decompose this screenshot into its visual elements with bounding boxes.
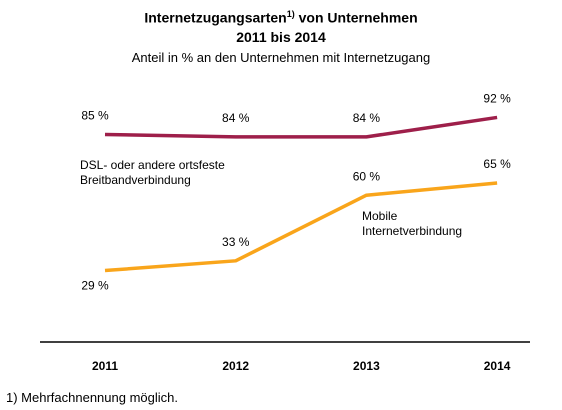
x-tick-label: 2011 — [92, 359, 118, 373]
series-line — [104, 181, 498, 273]
x-tick-label: 2013 — [353, 359, 380, 373]
x-tick-label: 2014 — [484, 359, 511, 373]
title-rest: von Unternehmen — [298, 9, 418, 26]
title-note: 1) — [286, 9, 295, 19]
title-years: 2011 bis 2014 — [236, 29, 326, 45]
data-label: 65 % — [483, 157, 511, 171]
series-label: DSL- oder andere ortsfeste Breitbandverb… — [80, 158, 225, 187]
series-line — [104, 115, 498, 139]
x-tick-label: 2012 — [222, 359, 249, 373]
data-label: 92 % — [483, 92, 511, 106]
data-label: 29 % — [81, 279, 109, 293]
data-label: 33 % — [222, 235, 250, 249]
data-label: 84 % — [353, 111, 381, 125]
chart-title: Internetzugangsarten1) von Unternehmen — [0, 9, 562, 26]
data-label: 84 % — [222, 111, 250, 125]
chart-subtitle: Anteil in % an den Unternehmen mit Inter… — [131, 50, 431, 65]
data-label: 60 % — [353, 169, 381, 183]
series-label: Mobile Internetverbindung — [362, 209, 463, 238]
data-label: 85 % — [81, 109, 109, 123]
chart: 2011 2012 2013 2014 85 % 84 % 84 % 92 % 29 % 33 %… — [40, 92, 530, 373]
title-main: Internetzugangsarten — [144, 9, 287, 26]
footnote: 1) Mehrfachnennung möglich. — [6, 390, 178, 405]
